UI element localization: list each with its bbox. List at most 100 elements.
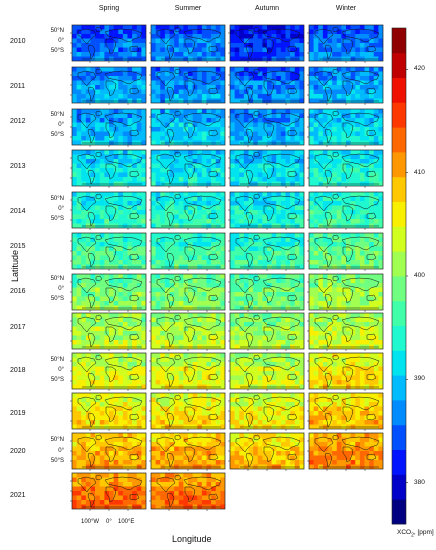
lat-tick-50s-2012: 50°S	[50, 132, 64, 138]
lat-tick-eq-2020: 0°	[58, 448, 64, 454]
y-axis-title: Latitude	[10, 249, 20, 282]
x-axis-title: Longitude	[172, 534, 212, 544]
lat-tick-50s-2020: 50°S	[50, 458, 64, 464]
colorbar-title: XCO2, [ppm]	[397, 529, 434, 539]
year-label-2014: 2014	[10, 208, 26, 215]
map-panel-2012-spring	[70, 108, 147, 147]
map-panel-2014-summer	[149, 191, 226, 230]
colorbar-segment	[392, 424, 406, 450]
colorbar-tick-390: 390	[414, 375, 425, 383]
colorbar-segment	[392, 226, 406, 252]
map-panel-2020-spring	[70, 432, 147, 471]
colorbar-segment	[392, 300, 406, 326]
map-panel-2010-winter	[307, 24, 384, 63]
colorbar-segment	[392, 152, 406, 178]
map-panel-2010-spring	[70, 24, 147, 63]
map-panel-2016-spring	[70, 273, 147, 312]
map-panel-2010-autumn	[228, 24, 305, 63]
map-panel-2014-autumn	[228, 191, 305, 230]
lat-tick-50n-2018: 50°N	[50, 357, 64, 363]
map-panel-2019-summer	[149, 392, 226, 431]
year-label-2013: 2013	[10, 163, 26, 170]
colorbar-segment	[392, 28, 406, 54]
colorbar-segment	[392, 350, 406, 376]
lat-tick-50n-2014: 50°N	[50, 196, 64, 202]
year-label-2010: 2010	[10, 38, 26, 45]
map-panel-2013-autumn	[228, 149, 305, 188]
map-panel-2011-spring	[70, 66, 147, 105]
lat-tick-50n-2020: 50°N	[50, 437, 64, 443]
colorbar-segment	[392, 176, 406, 202]
map-panel-2020-autumn	[228, 432, 305, 471]
map-panel-2017-spring	[70, 312, 147, 351]
map-panel-2015-spring	[70, 232, 147, 271]
lat-tick-50s-2014: 50°S	[50, 216, 64, 222]
lon-tick-100e: 100°E	[118, 519, 135, 525]
lat-tick-eq-2016: 0°	[58, 286, 64, 292]
map-panel-2017-autumn	[228, 312, 305, 351]
year-label-2021: 2021	[10, 492, 26, 499]
lat-tick-eq-2018: 0°	[58, 367, 64, 373]
map-panel-2010-summer	[149, 24, 226, 63]
lat-tick-50n-2016: 50°N	[50, 276, 64, 282]
year-label-2019: 2019	[10, 410, 26, 417]
lat-tick-50s-2010: 50°S	[50, 48, 64, 54]
year-label-2016: 2016	[10, 288, 26, 295]
map-panel-2017-winter	[307, 312, 384, 351]
colorbar-segment	[392, 102, 406, 128]
map-panel-2014-winter	[307, 191, 384, 230]
map-panel-2015-summer	[149, 232, 226, 271]
map-panel-2016-summer	[149, 273, 226, 312]
lat-tick-eq-2010: 0°	[58, 38, 64, 44]
colorbar-segment	[392, 474, 406, 500]
lat-tick-50n-2010: 50°N	[50, 28, 64, 34]
map-panel-2013-winter	[307, 149, 384, 188]
colorbar-tick-410: 410	[414, 168, 425, 176]
lon-tick-0: 0°	[106, 519, 112, 525]
lat-tick-50s-2016: 50°S	[50, 296, 64, 302]
colorbar-segment	[392, 325, 406, 351]
season-label-autumn: Autumn	[254, 5, 280, 12]
map-panel-2019-winter	[307, 392, 384, 431]
colorbar-segment	[392, 449, 406, 475]
colorbar-segment	[392, 127, 406, 153]
colorbar	[391, 27, 408, 525]
lat-tick-50n-2012: 50°N	[50, 112, 64, 118]
map-panel-2018-spring	[70, 352, 147, 391]
year-label-2020: 2020	[10, 448, 26, 455]
season-label-winter: Winter	[335, 5, 357, 12]
map-panel-2015-autumn	[228, 232, 305, 271]
map-panel-2011-summer	[149, 66, 226, 105]
map-panel-2013-spring	[70, 149, 147, 188]
map-panel-2011-autumn	[228, 66, 305, 105]
colorbar-segment	[392, 251, 406, 277]
lat-tick-eq-2012: 0°	[58, 122, 64, 128]
map-panel-2015-winter	[307, 232, 384, 271]
colorbar-segment	[392, 52, 406, 78]
map-panel-2017-summer	[149, 312, 226, 351]
map-panel-2019-spring	[70, 392, 147, 431]
map-panels	[70, 24, 384, 511]
colorbar-segment	[392, 276, 406, 302]
year-label-2015: 2015	[10, 243, 26, 250]
map-panel-2020-summer	[149, 432, 226, 471]
map-panel-2013-summer	[149, 149, 226, 188]
lat-tick-eq-2014: 0°	[58, 206, 64, 212]
map-panel-2018-winter	[307, 352, 384, 391]
map-panel-2011-winter	[307, 66, 384, 105]
season-label-summer: Summer	[174, 5, 202, 12]
colorbar-tick-400: 400	[414, 272, 425, 279]
colorbar-segment	[392, 400, 406, 426]
year-label-2017: 2017	[10, 324, 26, 331]
map-panel-2021-summer	[149, 472, 226, 511]
year-label-2012: 2012	[10, 118, 26, 125]
colorbar-tick-380: 380	[414, 478, 425, 486]
map-panel-2016-winter	[307, 273, 384, 312]
map-panel-2016-autumn	[228, 273, 305, 312]
colorbar-tick-420: 420	[414, 65, 425, 73]
map-panel-2012-summer	[149, 108, 226, 147]
colorbar-segment	[392, 77, 406, 103]
season-label-spring: Spring	[98, 5, 120, 12]
map-panel-2018-summer	[149, 352, 226, 391]
